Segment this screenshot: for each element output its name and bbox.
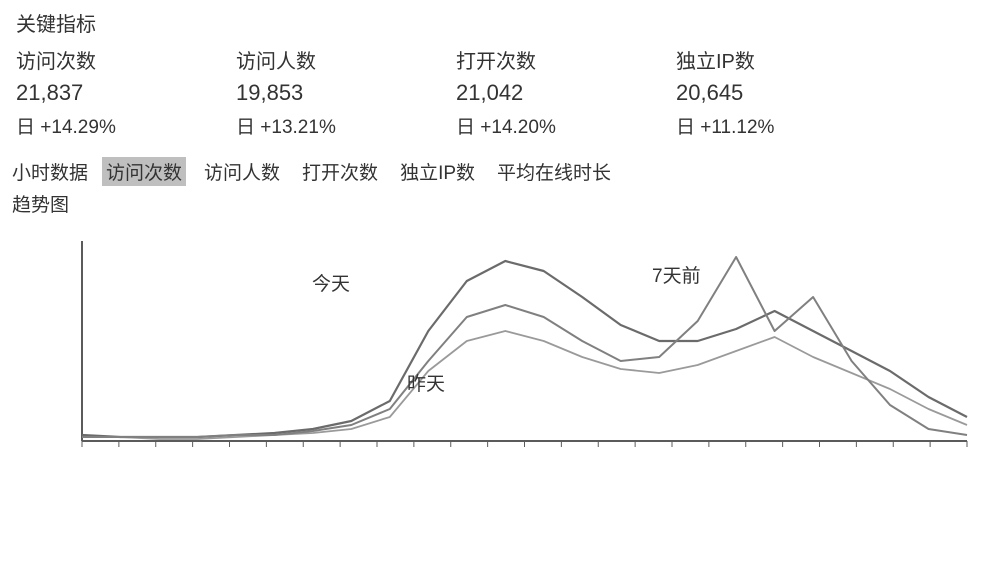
metric-delta: 日 +14.29% — [16, 112, 236, 139]
metric-delta-prefix: 日 — [236, 117, 255, 138]
metric-unique-ip: 独立IP数 20,645 日 +11.12% — [676, 45, 896, 139]
metric-delta: 日 +14.20% — [456, 112, 676, 139]
metric-label: 打开次数 — [456, 45, 676, 74]
tab-opens[interactable]: 打开次数 — [298, 157, 382, 186]
tab-visits[interactable]: 访问次数 — [102, 157, 186, 186]
metric-label: 独立IP数 — [676, 45, 896, 74]
metric-delta-value: +11.12% — [700, 117, 774, 138]
metric-value: 20,645 — [676, 80, 896, 106]
trend-chart-title: 趋势图 — [12, 190, 988, 217]
tab-unique-ip[interactable]: 独立IP数 — [396, 157, 479, 186]
metric-delta-value: +14.20% — [480, 117, 556, 138]
hourly-tabs: 小时数据 访问次数 访问人数 打开次数 独立IP数 平均在线时长 — [12, 157, 988, 186]
metric-delta-prefix: 日 — [16, 117, 35, 138]
hourly-data-label: 小时数据 — [12, 158, 88, 185]
trend-chart: 今天 昨天 7天前 — [12, 231, 972, 461]
tab-avg-online[interactable]: 平均在线时长 — [493, 157, 615, 186]
metric-value: 21,837 — [16, 80, 236, 106]
trend-chart-svg — [12, 231, 972, 461]
metric-visitors: 访问人数 19,853 日 +13.21% — [236, 45, 456, 139]
metric-delta: 日 +13.21% — [236, 112, 456, 139]
metric-label: 访问人数 — [236, 45, 456, 74]
metric-visits: 访问次数 21,837 日 +14.29% — [16, 45, 236, 139]
tab-visitors[interactable]: 访问人数 — [200, 157, 284, 186]
metric-opens: 打开次数 21,042 日 +14.20% — [456, 45, 676, 139]
metric-delta-prefix: 日 — [676, 117, 695, 138]
metrics-row: 访问次数 21,837 日 +14.29% 访问人数 19,853 日 +13.… — [16, 45, 988, 139]
key-metrics-title: 关键指标 — [16, 8, 988, 37]
metric-delta-prefix: 日 — [456, 117, 475, 138]
metric-label: 访问次数 — [16, 45, 236, 74]
metric-delta-value: +14.29% — [40, 117, 116, 138]
metric-delta: 日 +11.12% — [676, 112, 896, 139]
metric-value: 21,042 — [456, 80, 676, 106]
metric-value: 19,853 — [236, 80, 456, 106]
metric-delta-value: +13.21% — [260, 117, 336, 138]
